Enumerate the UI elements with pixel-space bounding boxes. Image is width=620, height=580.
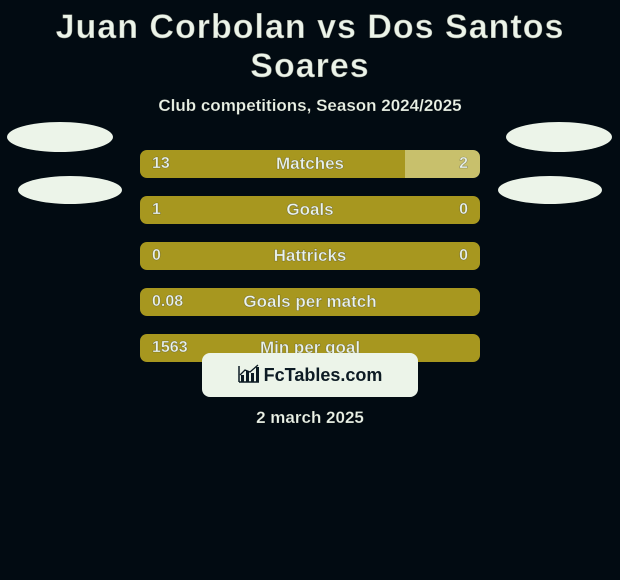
player-ellipse [498, 176, 602, 204]
stat-value-right: 0 [459, 242, 468, 270]
stat-row: Hattricks0 0 [0, 242, 620, 288]
stat-value-left: 0 [152, 242, 161, 270]
stat-value-left: 13 [152, 150, 170, 178]
page-title: Juan Corbolan vs Dos Santos Soares [0, 0, 620, 86]
logo-box: FcTables.com [202, 353, 418, 397]
stat-value-left: 1563 [152, 334, 188, 362]
stat-value-left: 0.08 [152, 288, 183, 316]
comparison-infographic: Juan Corbolan vs Dos Santos Soares Club … [0, 0, 620, 580]
stat-value-right: 0 [459, 196, 468, 224]
stat-label: Goals per match [140, 288, 480, 316]
stat-value-right: 2 [459, 150, 468, 178]
subtitle: Club competitions, Season 2024/2025 [0, 96, 620, 116]
player-ellipse [7, 122, 113, 152]
barchart-icon [238, 363, 260, 388]
stat-row: Goals per match0.08 [0, 288, 620, 334]
stat-label: Goals [140, 196, 480, 224]
player-ellipse [18, 176, 122, 204]
logo-rest: Tables.com [285, 365, 383, 385]
stat-row: Goals1 0 [0, 196, 620, 242]
stat-label: Hattricks [140, 242, 480, 270]
stat-value-left: 1 [152, 196, 161, 224]
stat-label: Matches [140, 150, 480, 178]
date-text: 2 march 2025 [0, 408, 620, 428]
player-ellipse [506, 122, 612, 152]
logo-fc: Fc [264, 365, 285, 385]
logo-text: FcTables.com [264, 365, 383, 386]
